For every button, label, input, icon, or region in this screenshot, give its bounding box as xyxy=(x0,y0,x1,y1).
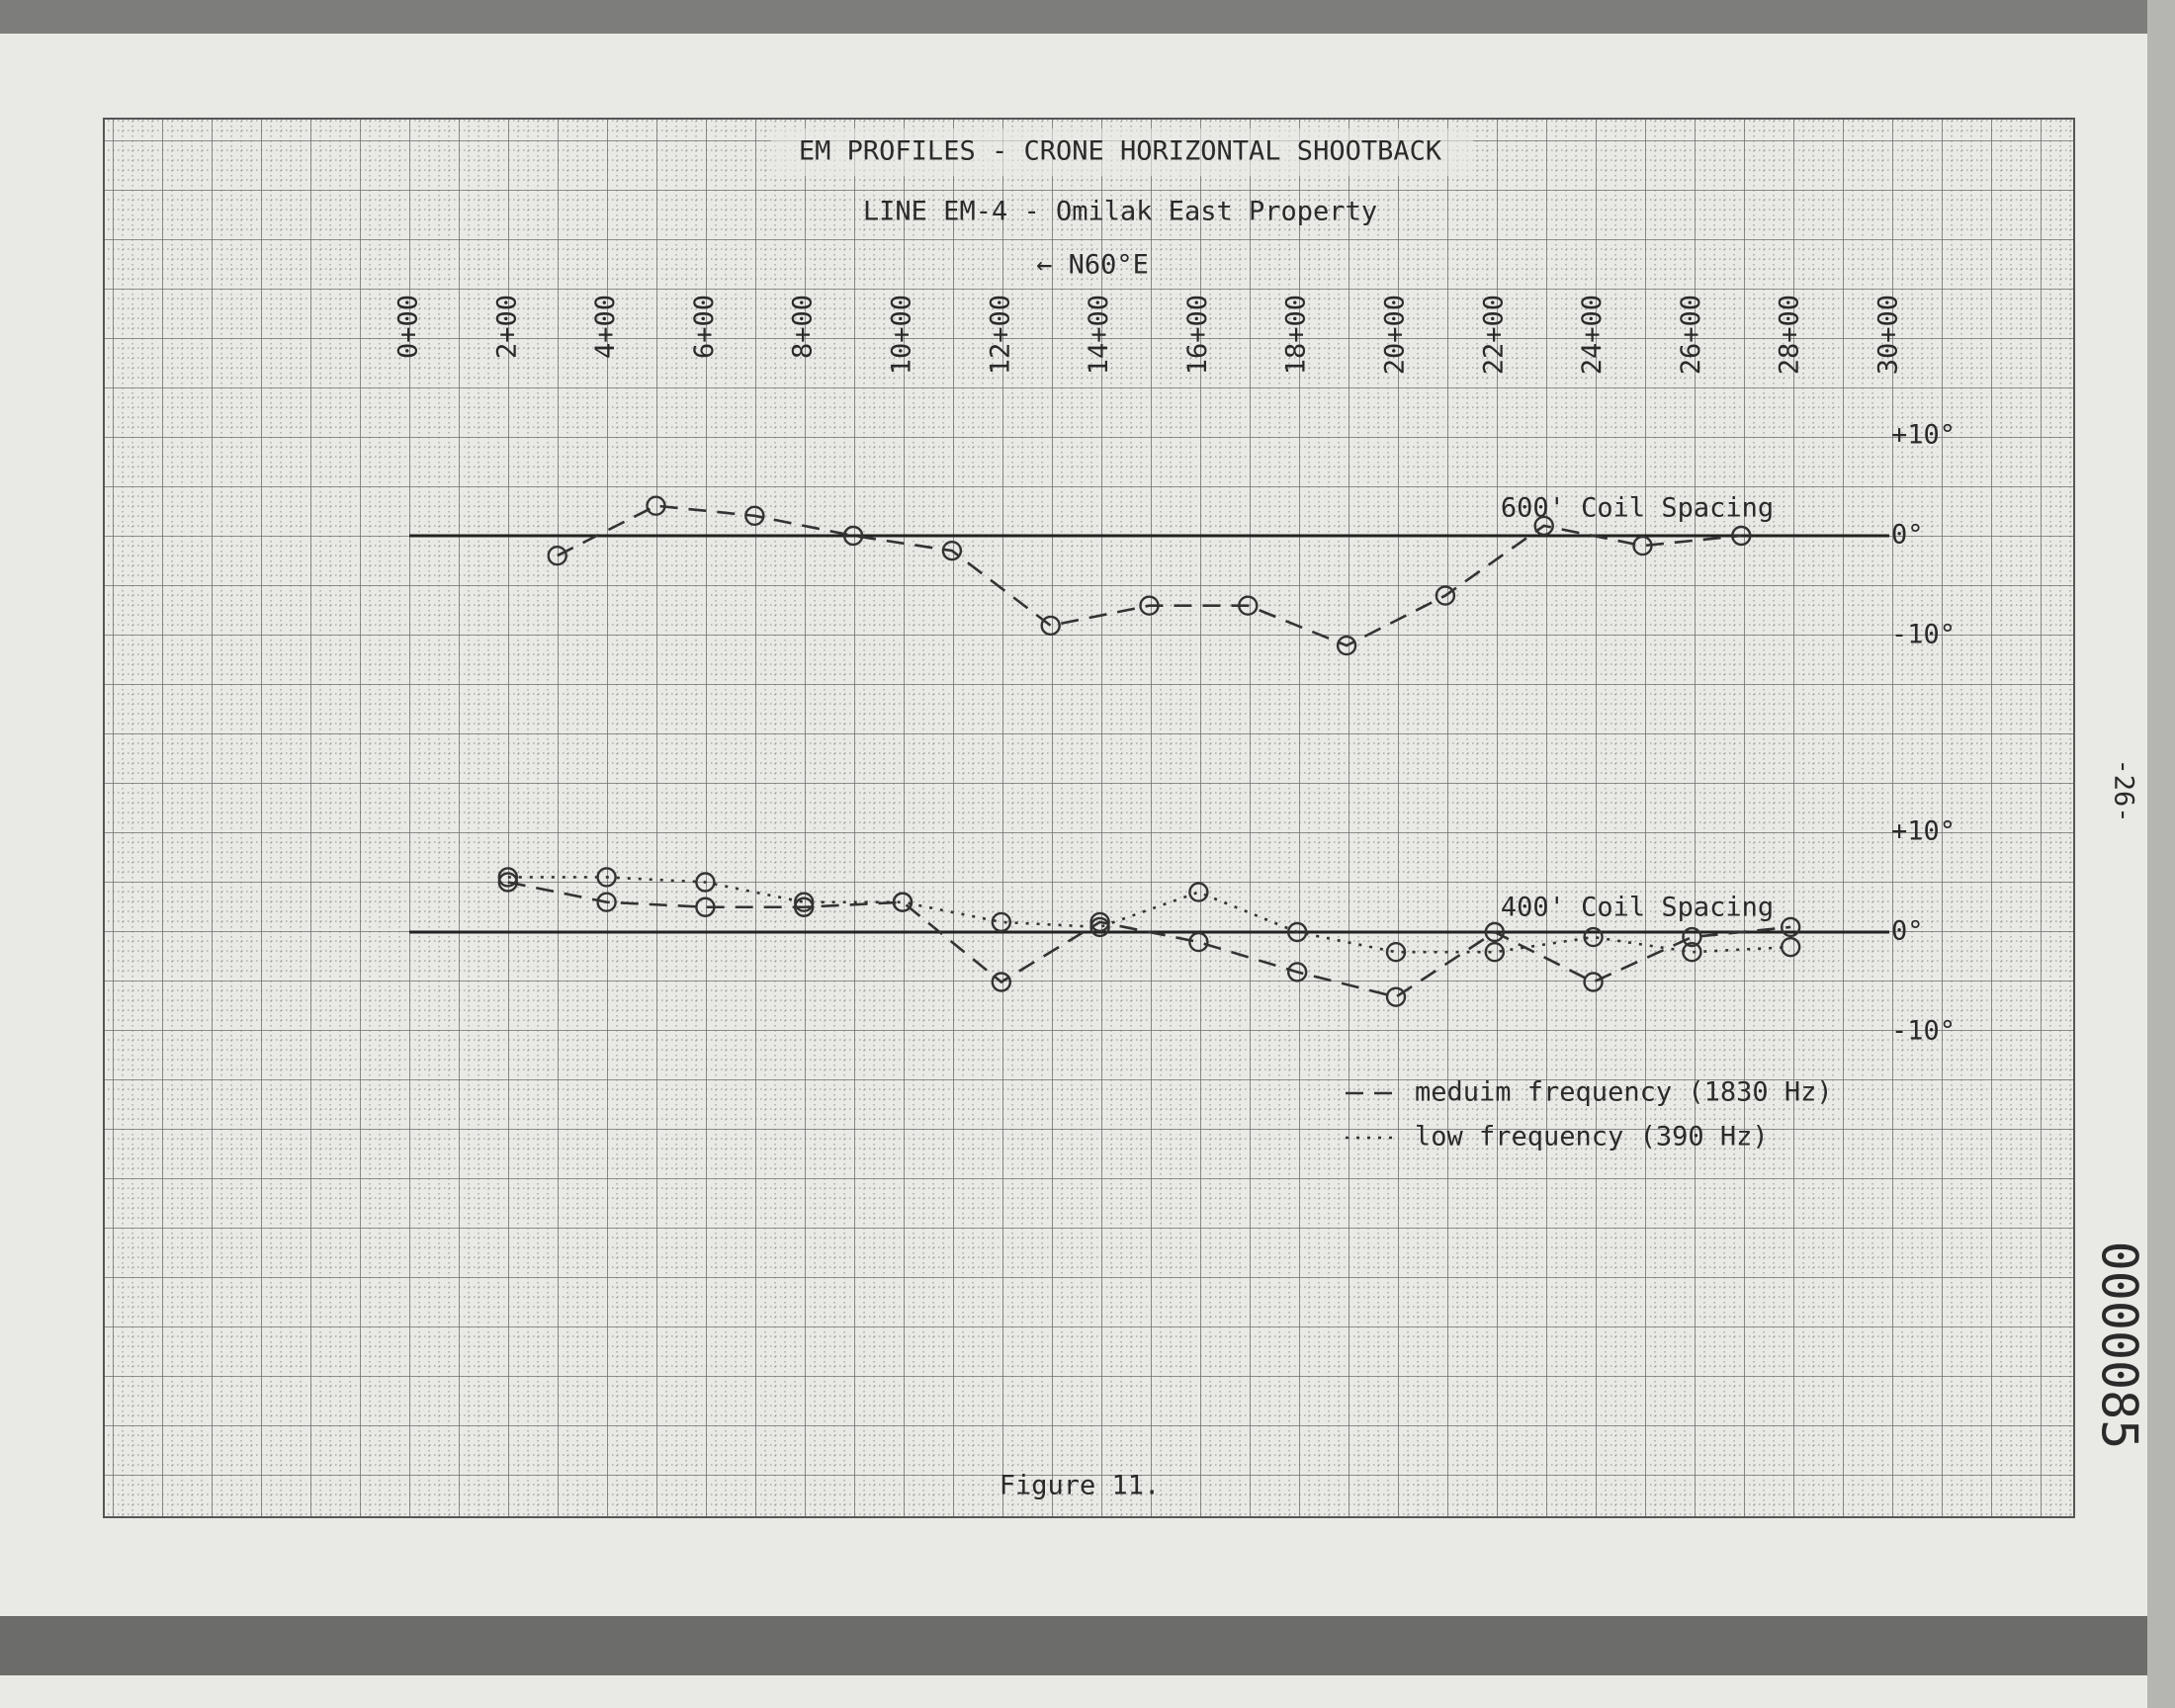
profile-line xyxy=(507,876,1791,954)
scan-bottom-band xyxy=(0,1616,2175,1675)
chart-subtitle: LINE EM-4 - Omilak East Property xyxy=(863,197,1377,227)
data-point xyxy=(991,911,1011,933)
x-tick-label: 12+00 xyxy=(985,295,1015,375)
x-tick-label: 18+00 xyxy=(1281,295,1312,375)
x-tick-label: 8+00 xyxy=(788,295,819,359)
data-point xyxy=(695,897,716,917)
title-backdrop xyxy=(771,128,1473,176)
data-point xyxy=(1385,986,1407,1007)
data-point xyxy=(1682,926,1702,948)
document-number: 0000085 xyxy=(2091,1241,2148,1450)
data-point xyxy=(1336,635,1357,656)
y-tick-label: -10° xyxy=(1891,620,1956,650)
data-point xyxy=(892,892,914,912)
x-tick-label: 22+00 xyxy=(1478,295,1509,375)
data-point xyxy=(596,892,617,912)
x-tick-label: 2+00 xyxy=(491,295,522,359)
data-point xyxy=(1139,595,1160,616)
y-tick-label: 0° xyxy=(1891,916,1924,947)
profile-line xyxy=(557,504,1742,647)
page-number: -26- xyxy=(2109,758,2139,822)
data-point xyxy=(1780,936,1801,958)
x-tick-label: 10+00 xyxy=(887,295,917,375)
data-point xyxy=(744,505,765,526)
data-point xyxy=(1682,942,1702,963)
data-point xyxy=(1188,931,1209,953)
data-point xyxy=(1533,515,1554,537)
data-point xyxy=(941,540,963,561)
data-point xyxy=(1089,916,1110,938)
data-point xyxy=(646,495,666,516)
data-point xyxy=(497,867,518,888)
chart-title: EM PROFILES - CRONE HORIZONTAL SHOOTBACK xyxy=(799,136,1442,167)
x-tick-label: 16+00 xyxy=(1182,295,1213,375)
scan-right-edge xyxy=(2147,0,2175,1708)
data-point xyxy=(794,897,815,917)
y-tick-label: +10° xyxy=(1891,816,1956,847)
profile-line xyxy=(507,881,1791,999)
data-point xyxy=(1188,882,1209,902)
data-point xyxy=(1089,911,1110,933)
graph-paper xyxy=(103,118,2075,1518)
data-point xyxy=(1731,525,1752,547)
data-point xyxy=(1484,942,1506,963)
x-tick-label: 4+00 xyxy=(590,295,621,359)
data-point xyxy=(1286,962,1308,982)
data-point xyxy=(1632,535,1653,556)
direction-label: ← N60°E xyxy=(1036,250,1149,281)
data-point xyxy=(1780,916,1801,938)
x-tick-label: 6+00 xyxy=(689,295,720,359)
data-point xyxy=(497,872,518,893)
data-point xyxy=(1040,615,1061,637)
figure-caption: Figure 11. xyxy=(1000,1471,1161,1501)
data-point xyxy=(1435,585,1456,606)
y-tick-label: 0° xyxy=(1891,520,1924,551)
profile-annotation: 600' Coil Spacing xyxy=(1501,493,1774,524)
x-tick-label: 30+00 xyxy=(1873,295,1904,375)
data-point xyxy=(1286,921,1308,943)
y-tick-label: -10° xyxy=(1891,1016,1956,1047)
data-point xyxy=(547,546,567,566)
y-tick-label: +10° xyxy=(1891,420,1956,451)
x-tick-label: 28+00 xyxy=(1775,295,1805,375)
x-tick-label: 24+00 xyxy=(1577,295,1608,375)
data-point xyxy=(695,872,716,893)
scan-top-band xyxy=(0,0,2175,34)
data-point xyxy=(1484,921,1506,943)
data-point xyxy=(596,867,617,888)
data-point xyxy=(794,892,815,912)
x-tick-label: 14+00 xyxy=(1084,295,1114,375)
legend-label: meduim frequency (1830 Hz) xyxy=(1415,1077,1833,1108)
profile-annotation: 400' Coil Spacing xyxy=(1501,893,1774,923)
data-point xyxy=(842,525,864,547)
data-point xyxy=(1583,926,1604,948)
x-tick-label: 20+00 xyxy=(1380,295,1411,375)
data-point xyxy=(1238,595,1259,616)
legend-label: low frequency (390 Hz) xyxy=(1415,1122,1769,1153)
data-point xyxy=(1385,942,1407,963)
x-tick-label: 0+00 xyxy=(393,295,424,359)
x-tick-label: 26+00 xyxy=(1676,295,1706,375)
data-point xyxy=(991,972,1011,992)
data-point xyxy=(1583,972,1604,992)
